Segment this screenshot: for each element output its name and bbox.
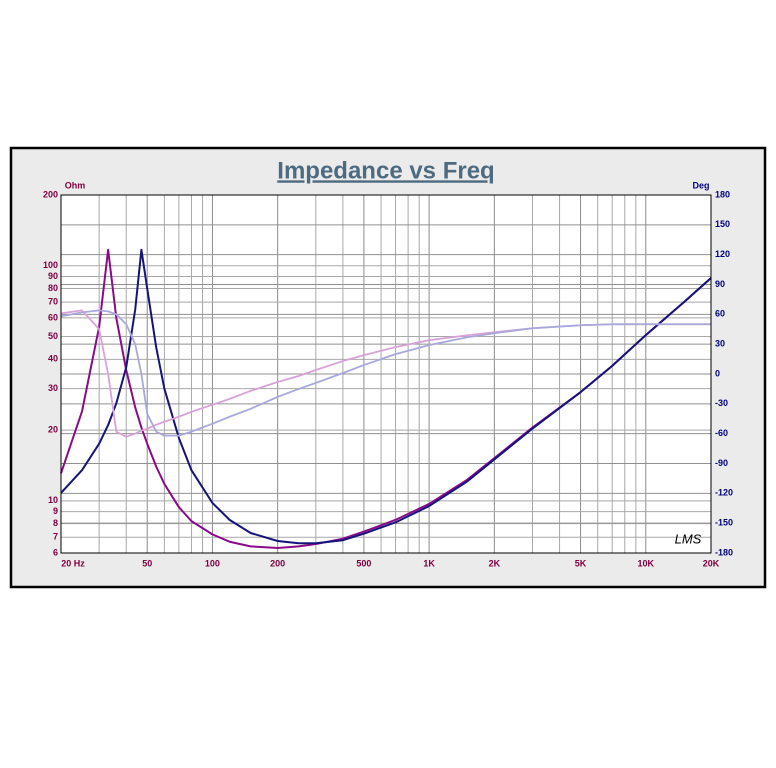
y2-tick-label: -180 [715, 547, 733, 557]
x-tick-label: 1K [423, 558, 435, 568]
y2-tick-label: 30 [715, 339, 725, 349]
y-tick-label: 8 [53, 518, 58, 528]
y2-tick-label: 60 [715, 309, 725, 319]
y-tick-label: 30 [48, 383, 58, 393]
y-tick-label: 50 [48, 331, 58, 341]
y2-axis-label: Deg [692, 180, 709, 190]
y-tick-label: 60 [48, 312, 58, 322]
y-tick-label: 6 [53, 547, 58, 557]
y-tick-label: 90 [48, 271, 58, 281]
series-line [60, 309, 711, 437]
x-tick-label: 100 [205, 558, 220, 568]
y-tick-label: 80 [48, 283, 58, 293]
y-tick-label: 7 [53, 532, 58, 542]
y2-tick-label: -90 [715, 458, 728, 468]
x-tick-label: 5K [575, 558, 587, 568]
y2-tick-label: -120 [715, 488, 733, 498]
x-tick-label: 50 [142, 558, 152, 568]
y2-tick-label: 180 [715, 189, 730, 199]
chart-title: Impedance vs Freq [277, 157, 494, 184]
y-tick-label: 70 [48, 297, 58, 307]
y2-tick-label: 0 [715, 368, 720, 378]
y2-tick-label: 150 [715, 219, 730, 229]
y-tick-label: 20 [48, 424, 58, 434]
series-line [60, 248, 712, 545]
x-tick-label: 200 [270, 558, 285, 568]
x-tick-label: 2K [489, 558, 501, 568]
y-tick-label: 200 [43, 189, 58, 199]
y2-tick-label: 120 [715, 249, 730, 259]
y-tick-label: 10 [48, 495, 58, 505]
y2-tick-label: -30 [715, 398, 728, 408]
y2-tick-label: -150 [715, 518, 733, 528]
x-tick-label: 20 Hz [61, 558, 85, 568]
logo-annotation: LMS [675, 531, 702, 546]
y2-tick-label: 90 [715, 279, 725, 289]
y-axis-label: Ohm [65, 180, 86, 190]
y-tick-label: 40 [48, 354, 58, 364]
curves [60, 248, 712, 550]
y-tick-label: 100 [43, 260, 58, 270]
y-tick-label: 9 [53, 506, 58, 516]
y2-tick-label: -60 [715, 428, 728, 438]
x-tick-label: 500 [356, 558, 371, 568]
x-tick-label: 20K [703, 558, 720, 568]
x-tick-label: 10K [638, 558, 655, 568]
plot-border [60, 194, 712, 554]
